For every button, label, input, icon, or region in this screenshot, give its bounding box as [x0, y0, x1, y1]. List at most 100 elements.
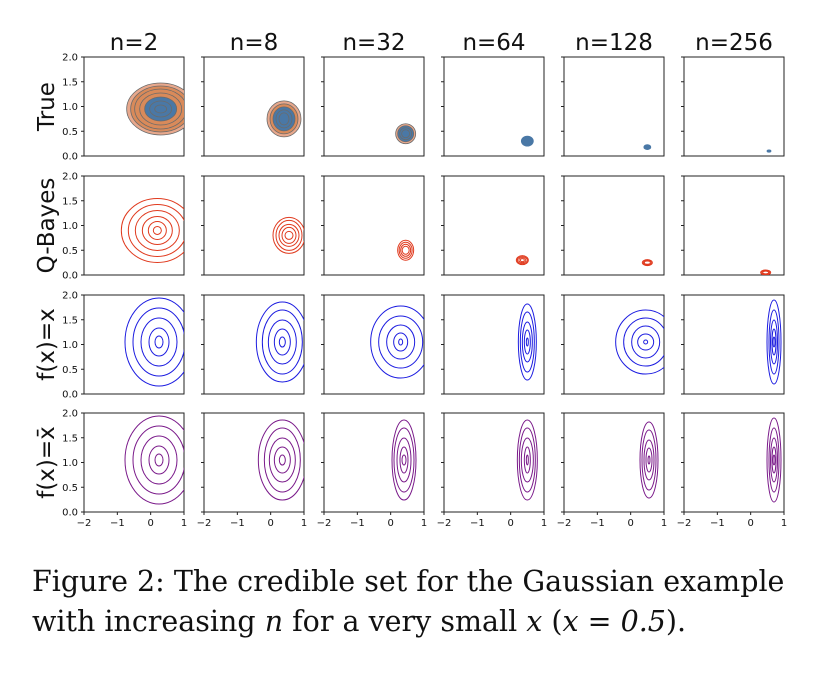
x-tick-label: −1: [230, 518, 245, 529]
contour-line: [520, 437, 534, 483]
contour-line: [278, 223, 300, 247]
x-tick-label: 0: [387, 518, 393, 529]
fxbar-contours: [639, 421, 659, 499]
contour-line: [761, 270, 771, 275]
contour-line: [272, 216, 304, 254]
qbayes-contours: [397, 239, 415, 261]
true-density-contours: [395, 123, 417, 145]
contour-line: [398, 241, 413, 259]
contour-line: [397, 239, 415, 261]
x-tick-label: 1: [301, 518, 307, 529]
true-density-contours: [266, 100, 302, 138]
y-tick-label: 1.5: [62, 315, 78, 326]
y-tick-label: 1.5: [62, 196, 78, 207]
contour-line: [615, 309, 664, 375]
contour-line: [766, 299, 782, 385]
x-tick-label: −2: [557, 518, 572, 529]
y-tick-label: 1.5: [62, 433, 78, 444]
contour-line: [132, 425, 184, 495]
x-tick-label: 1: [661, 518, 667, 529]
y-tick-label: 2.0: [62, 291, 78, 302]
caption-var-x: x: [526, 605, 543, 638]
subplot-panel: [443, 175, 545, 276]
x-tick-label: −1: [590, 518, 605, 529]
contour-line: [124, 415, 184, 505]
contour-line: [771, 328, 777, 356]
subplot-panel: [203, 175, 305, 276]
subplot-panel: [323, 175, 425, 276]
x-tick-label: −2: [77, 518, 92, 529]
fx-contours: [370, 305, 424, 379]
contour-line: [641, 429, 657, 491]
fx-contours: [615, 309, 664, 375]
contour-line: [278, 454, 286, 466]
column-title: n=32: [342, 30, 405, 56]
contour-line: [370, 305, 424, 379]
x-tick-label: 0: [507, 518, 513, 529]
contour-line: [378, 315, 424, 369]
contour-line: [523, 329, 531, 355]
contour-line: [623, 317, 664, 367]
y-tick-label: 0.5: [62, 365, 78, 376]
y-tick-label: 0.0: [62, 152, 78, 163]
contour-line: [643, 260, 651, 265]
x-tick-label: 1: [181, 518, 187, 529]
contour-line: [771, 446, 777, 474]
contour-line: [154, 104, 168, 114]
contour-line: [278, 336, 286, 348]
y-tick-label: 1.5: [62, 77, 78, 88]
x-tick-label: 0: [267, 518, 273, 529]
contour-line: [124, 297, 184, 387]
contour-line: [516, 256, 528, 265]
contour-line: [523, 446, 531, 474]
qbayes-contours: [641, 259, 653, 267]
contour-line: [772, 336, 776, 348]
x-tick-label: −2: [437, 518, 452, 529]
y-tick-label: 2.0: [62, 409, 78, 420]
contour-line: [519, 258, 525, 263]
caption-text-4: ).: [665, 605, 687, 638]
contour-line: [768, 427, 780, 493]
subplot-panel: [683, 56, 785, 157]
x-tick-label: 0: [147, 518, 153, 529]
column-title: n=2: [110, 30, 158, 56]
x-tick-label: 1: [781, 518, 787, 529]
subplot-panel: [323, 294, 425, 395]
contour-line: [261, 309, 303, 375]
x-tick-label: −1: [110, 518, 125, 529]
subplot-panel: [203, 294, 305, 395]
row-label: f(x)=x̄: [34, 426, 60, 499]
contour-line: [525, 337, 529, 347]
contour-line: [643, 439, 655, 481]
subplot-panel: [563, 294, 665, 395]
caption-text-1: The credible set for the Gaussian exampl…: [32, 565, 785, 638]
contour-line: [267, 319, 297, 365]
contour-line: [517, 303, 537, 381]
y-tick-label: 1.0: [62, 340, 78, 351]
fxbar-contours: [124, 415, 184, 505]
contour-line: [120, 197, 184, 263]
y-tick-label: 2.0: [62, 172, 78, 183]
column-title: n=256: [695, 30, 773, 56]
subplot-panel: [203, 412, 305, 513]
contour-line: [766, 417, 782, 503]
contour-line: [386, 324, 416, 360]
contour-line: [263, 427, 301, 493]
y-tick-label: 1.0: [62, 102, 78, 113]
caption-var-n: n: [264, 605, 284, 638]
subplot-panel: [563, 412, 665, 513]
contour-line: [141, 215, 173, 245]
contour-line: [255, 301, 304, 383]
x-tick-label: −2: [677, 518, 692, 529]
x-tick-label: −2: [197, 518, 212, 529]
fxbar-contours: [766, 417, 782, 503]
qbayes-contours: [120, 197, 184, 263]
contour-line: [401, 454, 407, 466]
contour-line: [523, 137, 532, 145]
qbayes-contours: [760, 269, 772, 275]
subplot-panel: [83, 175, 185, 276]
contour-line: [521, 321, 533, 363]
contour-line: [400, 243, 412, 257]
contour-line: [768, 309, 780, 375]
contour-line: [147, 220, 167, 240]
